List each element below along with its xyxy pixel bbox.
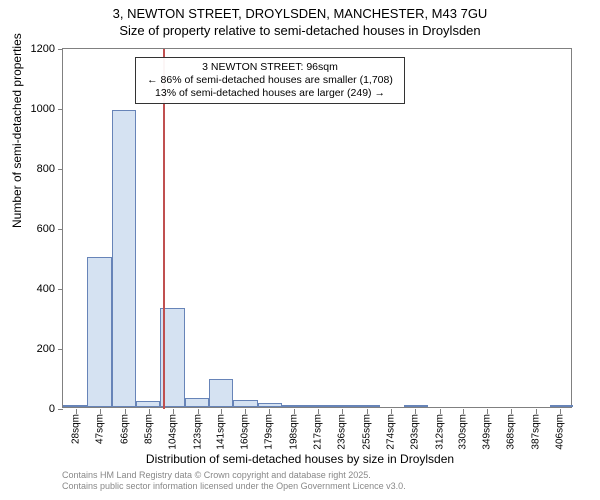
histogram-bar <box>136 401 160 407</box>
xtick-label: 160sqm <box>239 414 250 450</box>
ytick-mark <box>58 169 63 170</box>
footer-line1: Contains HM Land Registry data © Crown c… <box>62 470 406 481</box>
xtick-label: 274sqm <box>386 414 397 450</box>
ytick-label: 400 <box>15 283 55 295</box>
x-axis-label: Distribution of semi-detached houses by … <box>0 452 600 466</box>
annotation-line: 13% of semi-detached houses are larger (… <box>142 87 398 100</box>
ytick-mark <box>58 349 63 350</box>
annotation-box: 3 NEWTON STREET: 96sqm← 86% of semi-deta… <box>135 57 405 104</box>
xtick-label: 406sqm <box>555 414 566 450</box>
histogram-bar <box>258 403 282 407</box>
histogram-bar <box>87 257 111 407</box>
histogram-bar <box>355 405 379 407</box>
xtick-label: 217sqm <box>313 414 324 450</box>
ytick-mark <box>58 109 63 110</box>
xtick-label: 47sqm <box>95 414 106 444</box>
histogram-bar <box>233 400 257 408</box>
xtick-label: 198sqm <box>288 414 299 450</box>
histogram-bar <box>331 405 355 407</box>
xtick-label: 104sqm <box>168 414 179 450</box>
title-line1: 3, NEWTON STREET, DROYLSDEN, MANCHESTER,… <box>0 6 600 23</box>
histogram-bar <box>185 398 209 407</box>
ytick-mark <box>58 49 63 50</box>
ytick-label: 200 <box>15 343 55 355</box>
xtick-label: 387sqm <box>530 414 541 450</box>
ytick-label: 1000 <box>15 103 55 115</box>
chart-area: 02004006008001000120028sqm47sqm66sqm85sq… <box>62 48 572 408</box>
ytick-mark <box>58 289 63 290</box>
histogram-bar <box>209 379 233 408</box>
ytick-label: 800 <box>15 163 55 175</box>
histogram-bar <box>63 405 87 407</box>
xtick-label: 368sqm <box>506 414 517 450</box>
title-line2: Size of property relative to semi-detach… <box>0 23 600 40</box>
ytick-label: 1200 <box>15 43 55 55</box>
annotation-line: 3 NEWTON STREET: 96sqm <box>142 61 398 74</box>
xtick-label: 141sqm <box>215 414 226 450</box>
xtick-label: 66sqm <box>119 414 130 444</box>
histogram-bar <box>282 405 306 407</box>
annotation-line: ← 86% of semi-detached houses are smalle… <box>142 74 398 87</box>
xtick-label: 349sqm <box>482 414 493 450</box>
ytick-mark <box>58 229 63 230</box>
histogram-bar <box>112 110 136 407</box>
ytick-mark <box>58 409 63 410</box>
ytick-label: 600 <box>15 223 55 235</box>
footer-attribution: Contains HM Land Registry data © Crown c… <box>62 470 406 493</box>
xtick-label: 293sqm <box>410 414 421 450</box>
chart-title: 3, NEWTON STREET, DROYLSDEN, MANCHESTER,… <box>0 0 600 40</box>
xtick-label: 255sqm <box>361 414 372 450</box>
plot-region: 02004006008001000120028sqm47sqm66sqm85sq… <box>62 48 572 408</box>
xtick-label: 28sqm <box>70 414 81 444</box>
ytick-label: 0 <box>15 403 55 415</box>
footer-line2: Contains public sector information licen… <box>62 481 406 492</box>
histogram-bar <box>306 405 330 407</box>
xtick-label: 85sqm <box>143 414 154 444</box>
y-axis-label: Number of semi-detached properties <box>10 33 24 228</box>
histogram-bar <box>404 405 428 407</box>
xtick-label: 236sqm <box>337 414 348 450</box>
xtick-label: 123sqm <box>192 414 203 450</box>
xtick-label: 179sqm <box>264 414 275 450</box>
xtick-label: 312sqm <box>434 414 445 450</box>
xtick-label: 330sqm <box>457 414 468 450</box>
histogram-bar <box>550 405 573 407</box>
